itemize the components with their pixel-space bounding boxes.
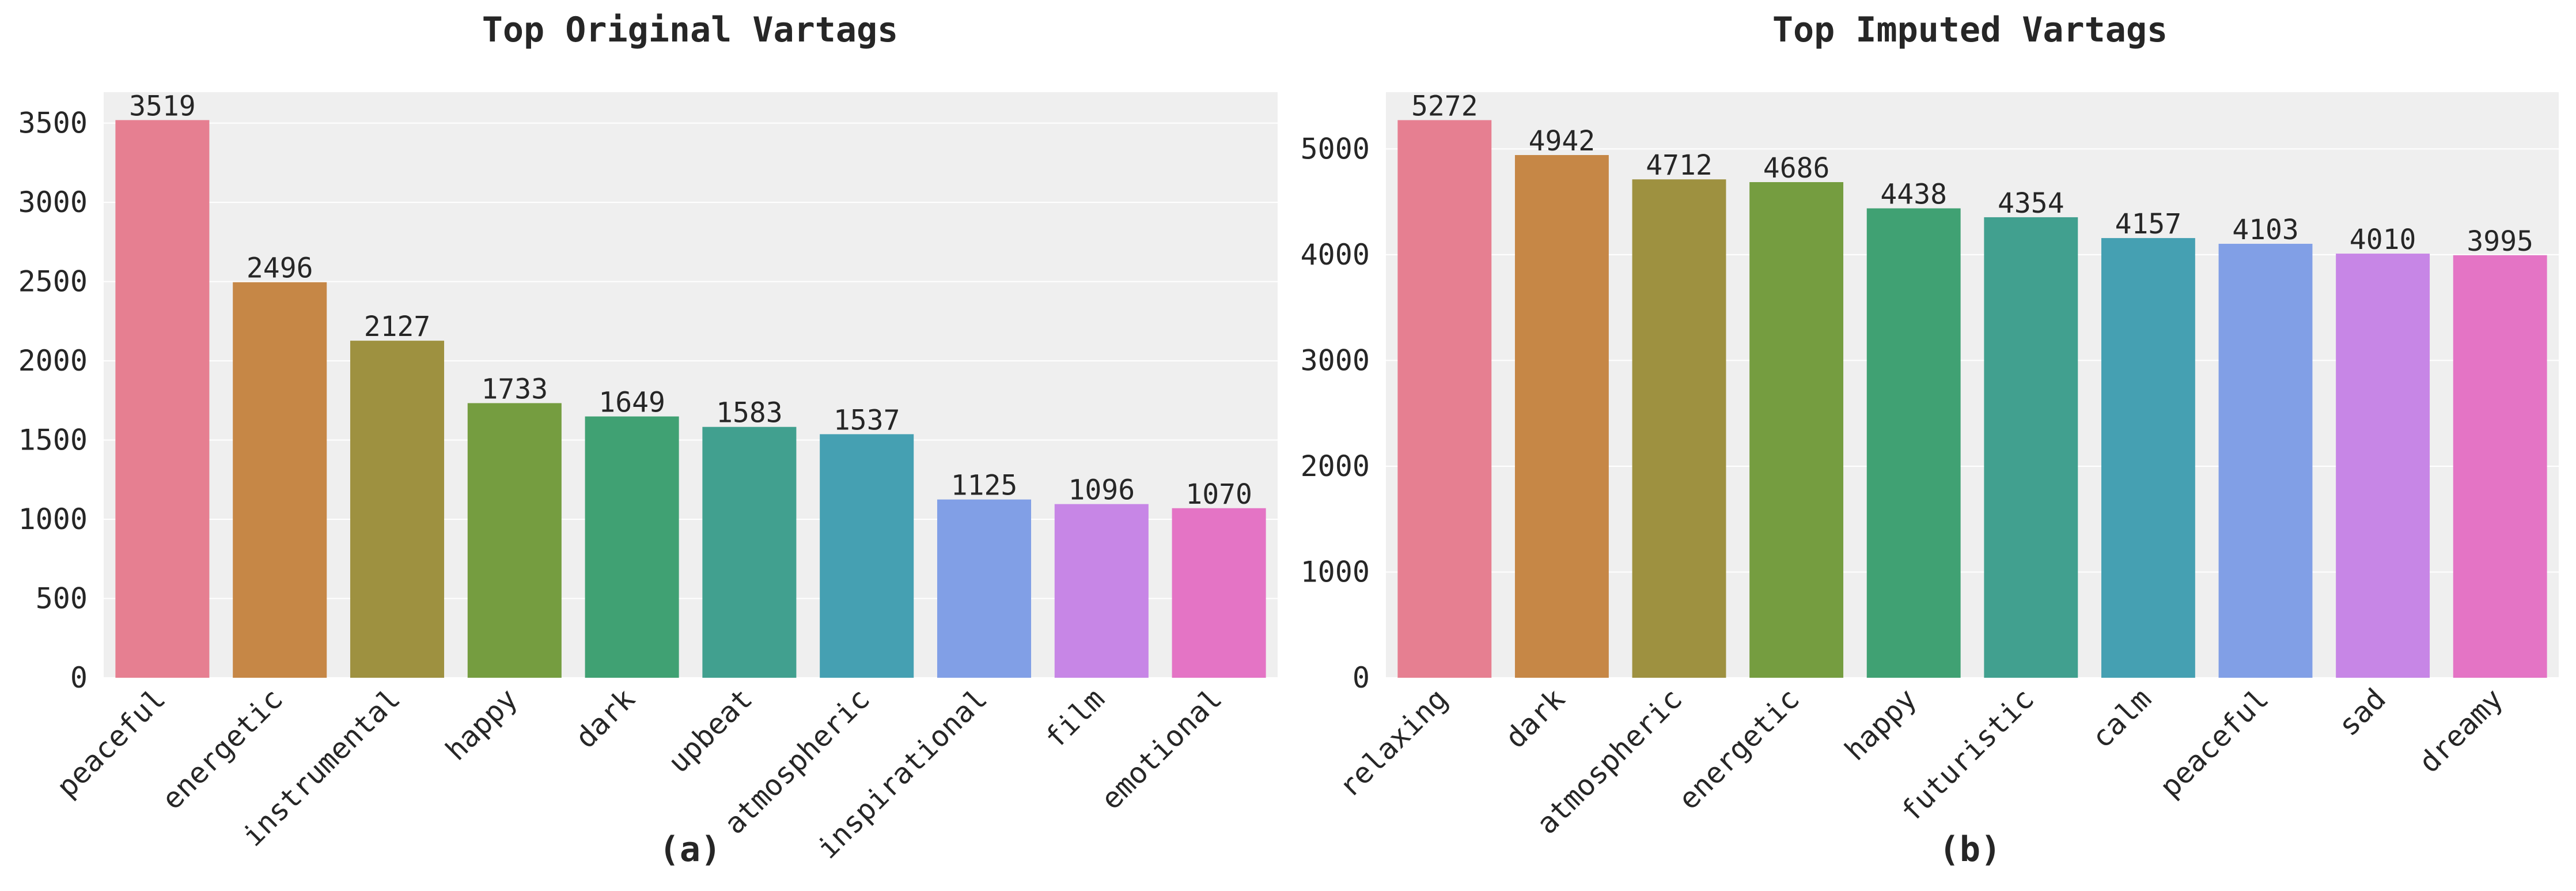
y-tick-label: 0 (1353, 661, 1370, 694)
x-tick-label: happy (439, 682, 524, 767)
x-tick-label: film (1039, 682, 1111, 754)
bar-film (1054, 504, 1149, 678)
y-tick-label: 3500 (18, 107, 88, 140)
data-label: 4686 (1763, 152, 1830, 184)
x-tick-label: energetic (1672, 682, 1806, 816)
y-tick-label: 1000 (18, 503, 88, 536)
bar-emotional (1172, 508, 1266, 678)
x-tick-label: relaxing (1332, 682, 1454, 803)
bar-dreamy (2453, 255, 2547, 678)
data-label: 4103 (2232, 214, 2299, 246)
data-label: 4438 (1880, 179, 1947, 211)
x-tick-label: peaceful (50, 682, 172, 803)
y-tick-label: 3000 (1301, 343, 1370, 377)
y-tick-label: 2000 (18, 344, 88, 377)
bar-atmospheric (1632, 179, 1726, 678)
y-tick-label: 500 (36, 582, 88, 616)
x-tick-label: peaceful (2153, 682, 2275, 803)
data-label: 5272 (1411, 90, 1478, 122)
panel-label: (b) (1939, 829, 2001, 870)
data-label: 1125 (951, 470, 1018, 502)
x-tick-label: sad (2332, 682, 2392, 742)
data-label: 1649 (598, 387, 665, 419)
y-tick-label: 5000 (1301, 132, 1370, 165)
y-tick-label: 1500 (18, 424, 88, 457)
y-tick-label: 3000 (18, 186, 88, 219)
x-tick-label: dark (1499, 682, 1571, 754)
x-tick-label: dark (569, 682, 641, 754)
data-label: 3995 (2467, 225, 2533, 258)
data-label: 1070 (1185, 478, 1252, 511)
bar-energetic (233, 282, 327, 678)
data-label: 4010 (2350, 224, 2416, 256)
data-label: 4942 (1529, 125, 1596, 157)
x-tick-label: calm (2085, 682, 2158, 754)
panel-label: (a) (659, 829, 721, 870)
data-label: 1537 (834, 404, 900, 436)
data-label: 2496 (247, 252, 313, 285)
y-tick-label: 4000 (1301, 238, 1370, 271)
x-tick-label: emotional (1094, 682, 1229, 816)
chart-panel-imputed-vartags: Top Imputed Vartags (b) 0 1000 2000 3000 400… (1301, 10, 2559, 870)
y-tick-label: 2500 (18, 265, 88, 299)
bar-futuristic (1984, 217, 2078, 678)
bar-upbeat (702, 426, 797, 678)
data-label: 2127 (364, 311, 431, 343)
chart-title: Top Imputed Vartags (1772, 10, 2168, 50)
bar-relaxing (1397, 120, 1492, 678)
data-label: 4354 (1998, 187, 2064, 220)
bar-peaceful (115, 120, 210, 678)
bar-peaceful (2218, 243, 2313, 678)
bar-sad (2336, 254, 2430, 678)
bar-instrumental (350, 341, 445, 678)
bar-inspirational (937, 499, 1032, 678)
chart-panel-original-vartags: Top Original Vartags (a) 0 500 1000 1500 200… (18, 10, 1278, 870)
data-label: 4712 (1646, 149, 1713, 182)
x-tick-label: dreamy (2412, 682, 2510, 779)
x-tick-label: upbeat (662, 682, 759, 779)
data-label: 1733 (482, 373, 548, 405)
bar-dark (585, 416, 679, 678)
y-tick-label: 1000 (1301, 555, 1370, 588)
chart-title: Top Original Vartags (482, 10, 898, 50)
bar-energetic (1749, 182, 1844, 678)
bar-happy (1866, 208, 1961, 678)
data-label: 4157 (2115, 208, 2182, 240)
bar-atmospheric (820, 434, 914, 678)
bar-happy (467, 403, 562, 678)
y-tick-label: 2000 (1301, 450, 1370, 483)
data-label: 1096 (1069, 474, 1135, 507)
bar-calm (2101, 238, 2195, 678)
data-label: 3519 (129, 90, 196, 122)
y-tick-label: 0 (70, 661, 88, 694)
x-tick-label: happy (1838, 682, 1923, 767)
bar-dark (1514, 155, 1609, 678)
data-label: 1583 (716, 397, 783, 429)
